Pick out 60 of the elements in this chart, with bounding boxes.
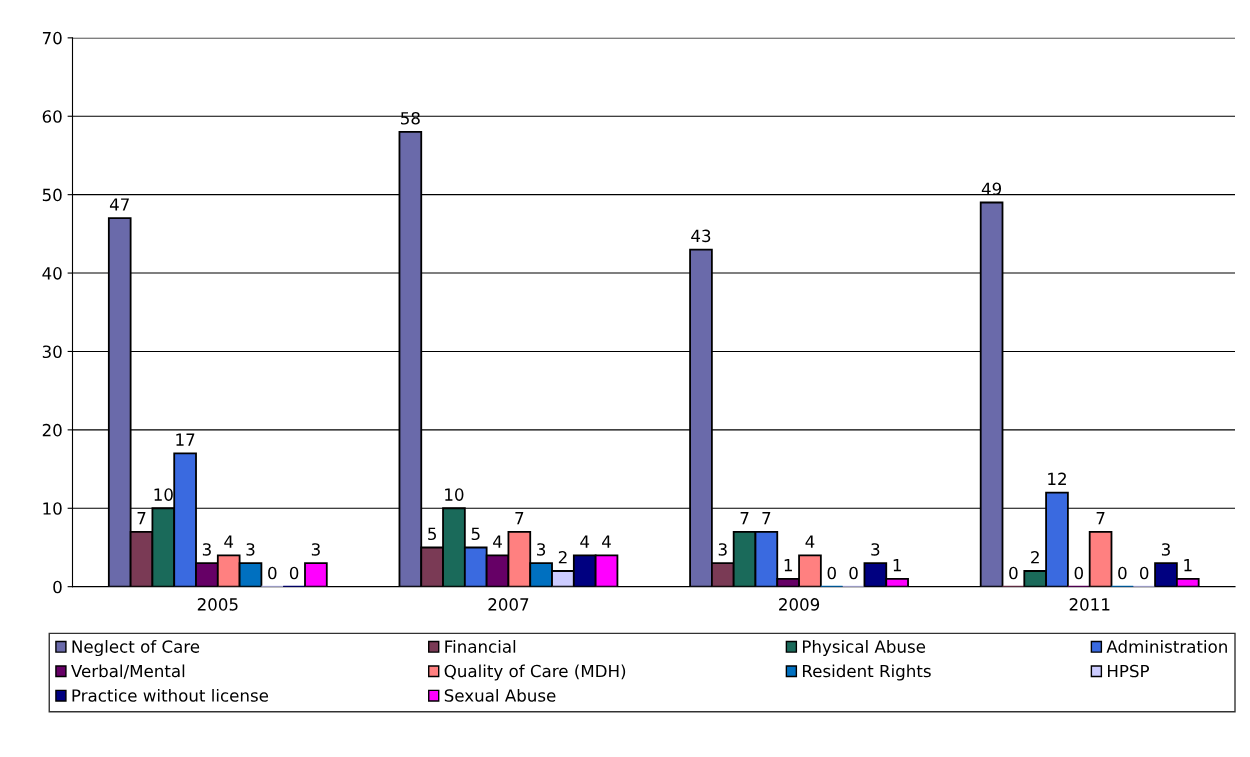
legend-label: HPSP [1108, 664, 1150, 678]
x-tick-label: 2009 [779, 598, 820, 611]
data-label: 1 [893, 559, 901, 572]
data-label: 4 [580, 535, 590, 548]
y-tick-label: 60 [42, 110, 62, 123]
data-label: 1 [1184, 559, 1192, 572]
data-label: 10 [154, 488, 173, 501]
data-label: 7 [1096, 512, 1105, 525]
data-label: 4 [805, 535, 815, 548]
data-label: 0 [1074, 566, 1083, 580]
data-label: 0 [289, 566, 299, 580]
x-tick-label: 2011 [1069, 598, 1110, 611]
y-tick-label: 30 [42, 345, 62, 359]
data-label: 4 [602, 535, 611, 548]
legend-label: Quality of Care (MDH) [444, 664, 626, 681]
data-label: 2 [558, 550, 567, 564]
data-label: 5 [428, 527, 436, 541]
legend-label: Physical Abuse [803, 639, 926, 657]
data-label: 2 [1031, 550, 1039, 564]
data-label: 43 [691, 229, 711, 243]
data-label: 0 [827, 566, 836, 580]
data-label: 10 [445, 488, 464, 501]
data-label: 0 [1009, 566, 1018, 580]
data-label: 4 [224, 535, 234, 548]
data-label: 0 [1118, 566, 1127, 580]
data-label: 0 [849, 566, 858, 580]
data-label: 3 [871, 543, 880, 556]
data-label: 7 [740, 512, 749, 525]
data-label: 17 [176, 433, 195, 446]
y-tick-label: 20 [42, 423, 62, 437]
data-label: 1 [784, 559, 792, 572]
data-label: 4 [493, 535, 502, 548]
legend-label: Resident Rights [803, 664, 931, 681]
y-tick-label: 40 [42, 267, 62, 280]
data-label: 3 [246, 543, 255, 556]
data-label: 12 [1048, 472, 1066, 485]
data-label: 7 [762, 512, 771, 525]
legend-label: Administration [1106, 639, 1227, 653]
data-label: 3 [202, 543, 211, 556]
data-label: 0 [268, 566, 277, 580]
legend-label: Sexual Abuse [444, 688, 556, 702]
legend-label: Practice without license [72, 688, 269, 702]
y-tick-label: 0 [53, 580, 62, 594]
y-tick-label: 50 [42, 188, 62, 202]
data-label: 47 [109, 198, 129, 211]
x-tick-label: 2005 [197, 598, 238, 611]
y-tick-label: 10 [43, 502, 62, 515]
legend-label: Financial [445, 639, 516, 653]
legend-label: Neglect of Care [72, 639, 200, 657]
data-label: 5 [471, 527, 480, 541]
data-label: 7 [515, 512, 524, 525]
data-label: 3 [718, 543, 727, 556]
data-label: 0 [1139, 566, 1149, 580]
data-label: 3 [311, 543, 320, 556]
data-label: 3 [1161, 543, 1170, 556]
y-tick-label: 70 [42, 31, 62, 45]
x-tick-label: 2007 [488, 598, 529, 611]
data-label: 7 [137, 512, 146, 525]
legend-label: Verbal/Mental [71, 664, 185, 679]
data-label: 3 [537, 543, 546, 556]
